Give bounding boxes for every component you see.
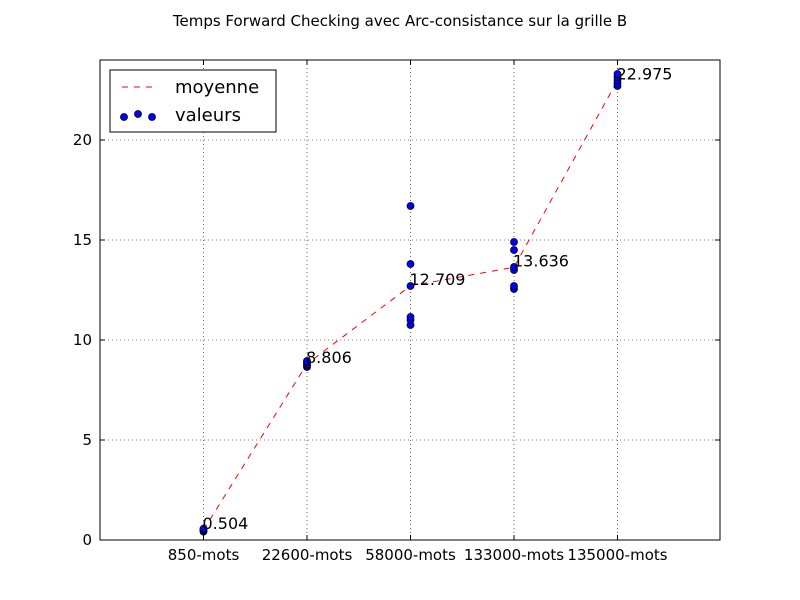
chart-title: Temps Forward Checking avec Arc-consista… <box>172 12 627 30</box>
x-tick-label: 133000-mots <box>464 546 564 564</box>
legend-label-moyenne: moyenne <box>175 77 259 98</box>
legend-swatch-valeurs <box>134 110 142 118</box>
scatter-point <box>613 70 622 78</box>
x-tick-label: 135000-mots <box>567 546 667 564</box>
y-tick-label: 5 <box>82 431 92 449</box>
scatter-point <box>406 260 415 268</box>
data-label: 22.975 <box>617 65 673 84</box>
y-tick-label: 10 <box>73 331 92 349</box>
scatter-point <box>406 202 415 210</box>
scatter-point <box>406 282 415 290</box>
scatter-point <box>303 357 311 365</box>
scatter-point <box>510 282 518 290</box>
scatter-point <box>510 263 518 271</box>
scatter-point <box>510 238 518 246</box>
y-tick-label: 0 <box>82 531 92 549</box>
scatter-point <box>199 524 208 533</box>
legend-swatch-valeurs <box>148 113 156 121</box>
x-tick-label: 850-mots <box>168 546 240 564</box>
legend-box <box>109 69 277 133</box>
scatter-point <box>510 246 518 254</box>
scatter-point <box>406 313 415 321</box>
y-tick-label: 20 <box>73 131 92 149</box>
legend-swatch-valeurs <box>120 113 128 121</box>
legend-label-valeurs: valeurs <box>175 105 241 126</box>
data-label: 12.709 <box>410 270 466 289</box>
data-label: 13.636 <box>513 251 569 270</box>
data-label: 8.806 <box>306 348 352 367</box>
data-label: 0.504 <box>203 514 249 533</box>
x-tick-label: 58000-mots <box>365 546 456 564</box>
x-tick-label: 22600-mots <box>262 546 353 564</box>
y-tick-label: 15 <box>73 231 92 249</box>
